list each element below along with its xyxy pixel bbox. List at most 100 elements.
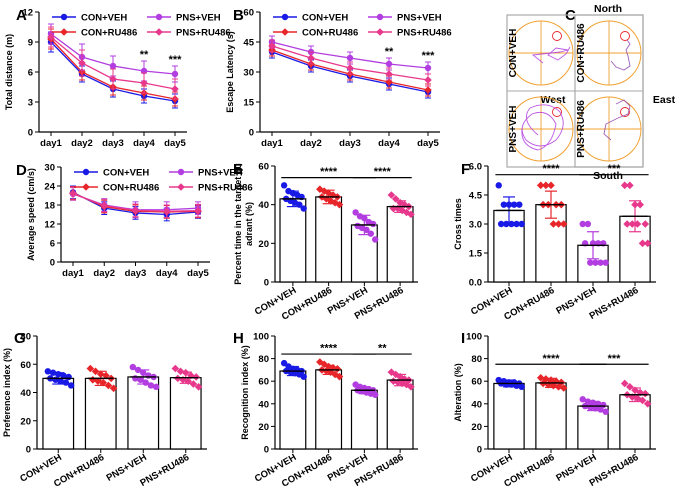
data-point — [559, 220, 568, 228]
data-point — [385, 70, 393, 78]
bar — [279, 198, 307, 283]
data-point — [316, 185, 324, 193]
data-point — [402, 380, 411, 389]
data-point — [194, 206, 202, 215]
data-point — [495, 182, 502, 189]
data-point — [346, 64, 354, 72]
legend-marker — [82, 183, 90, 191]
y-tick-label: 4.5 — [469, 191, 483, 202]
y-tick-label: 3.0 — [469, 220, 482, 231]
maze-group-label: PNS+VEH — [508, 106, 519, 153]
bar — [386, 379, 414, 450]
y-axis-label: Average speed (cm/s) — [26, 168, 36, 261]
direction-south: South — [593, 170, 623, 182]
x-tick-label: day1 — [40, 138, 62, 149]
y-tick-label: 60 — [243, 8, 254, 19]
data-point — [549, 381, 558, 390]
legend-marker — [376, 28, 384, 36]
legend-label: CON+RU486 — [302, 28, 358, 39]
data-point — [335, 200, 344, 209]
data-point — [300, 205, 307, 212]
maze-group-label: PNS+RU486 — [576, 100, 587, 158]
y-tick-label: 0 — [28, 128, 33, 139]
data-point — [78, 59, 86, 67]
bar — [386, 206, 414, 283]
data-point — [518, 383, 525, 391]
legend: CON+VEH PNS+VEH CON+RU486 PNS+RU486 — [52, 13, 231, 39]
x-tick-label: day3 — [102, 138, 124, 149]
y-tick-label: 12 — [22, 8, 33, 19]
panel-label-b: B — [233, 7, 244, 24]
data-point — [171, 85, 179, 93]
legend-marker — [155, 28, 163, 36]
data-point — [542, 181, 550, 190]
x-tick-label: day3 — [125, 268, 147, 279]
y-tick-label: 0 — [50, 258, 55, 269]
significance-label: *** — [608, 163, 622, 175]
significance-label: *** — [608, 353, 622, 365]
y-tick-label: 45 — [243, 38, 254, 49]
y-tick-label: 24 — [44, 182, 55, 193]
data-point — [602, 408, 609, 415]
legend-label: CON+VEH — [103, 168, 149, 179]
y-tick-label: 1.5 — [469, 249, 483, 260]
y-tick-label: 12 — [44, 220, 55, 231]
y-tick-label: 0 — [249, 128, 254, 139]
data-point — [584, 220, 592, 228]
data-point — [389, 377, 398, 385]
significance-label: **** — [320, 343, 338, 355]
direction-west: West — [541, 94, 566, 106]
data-point — [140, 79, 148, 87]
data-point — [44, 368, 52, 375]
maze-group-label: CON+RU486 — [576, 23, 587, 83]
maze-group-label: CON+VEH — [508, 29, 519, 78]
bar — [535, 382, 567, 450]
y-axis-label: Alteration (%) — [453, 363, 463, 422]
y-tick-label: 60 — [258, 162, 269, 173]
data-point — [636, 200, 644, 209]
panel-label-d: D — [16, 162, 27, 179]
direction-north: North — [594, 3, 622, 15]
data-point — [307, 54, 315, 62]
panel-label-i: I — [461, 330, 465, 347]
legend-marker — [281, 28, 289, 36]
data-point — [500, 201, 508, 208]
legend-label: PNS+VEH — [397, 13, 442, 24]
data-point — [385, 60, 393, 68]
y-tick-label: 3 — [28, 98, 33, 109]
data-point — [554, 220, 563, 228]
data-point — [554, 383, 563, 391]
data-point — [602, 259, 609, 266]
x-tick-label: day1 — [62, 268, 84, 279]
significance-label: ** — [385, 46, 394, 58]
x-tick-label: day5 — [187, 268, 209, 279]
data-point — [620, 379, 629, 388]
bar — [42, 377, 75, 450]
y-axis-label: Total distance (m) — [4, 34, 14, 110]
data-point — [326, 197, 335, 205]
data-point — [592, 259, 599, 266]
legend-marker — [60, 28, 68, 36]
y-axis-label: Preference index (%) — [2, 348, 12, 437]
data-point — [316, 358, 324, 366]
data-point — [407, 383, 415, 391]
y-tick-label: 9 — [28, 38, 33, 49]
data-point — [398, 379, 406, 388]
significance-label: **** — [542, 353, 560, 365]
data-point — [268, 42, 276, 50]
legend-marker — [376, 13, 384, 21]
data-point — [620, 181, 629, 190]
legend-marker — [177, 183, 185, 191]
y-tick-label: 100 — [253, 332, 269, 343]
data-point — [171, 70, 179, 78]
y-tick-label: 40 — [258, 399, 269, 410]
data-point — [189, 380, 198, 388]
y-tick-label: 60 — [20, 360, 31, 371]
data-point — [137, 376, 144, 383]
bar — [169, 377, 202, 450]
data-point — [387, 191, 396, 199]
